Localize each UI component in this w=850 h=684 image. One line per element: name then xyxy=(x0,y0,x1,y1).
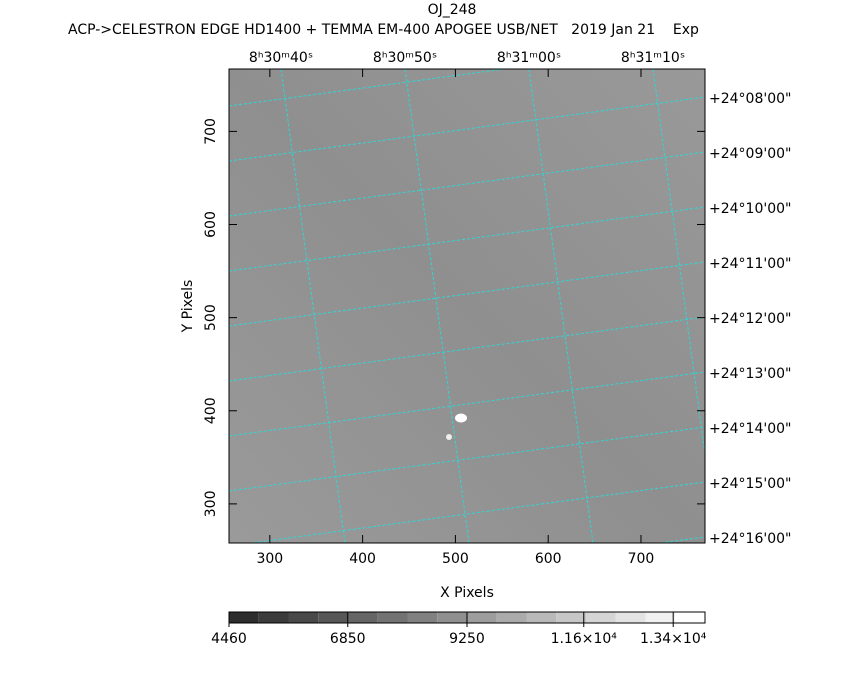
dec-grid-line xyxy=(229,316,705,382)
dec-label: +24°13'00" xyxy=(709,366,791,382)
colorbar-swatch xyxy=(496,612,527,623)
dec-label: +24°12'00" xyxy=(709,311,791,327)
colorbar-swatch xyxy=(467,612,497,623)
dec-grid-line xyxy=(229,261,705,327)
x-axis-label: X Pixels xyxy=(440,585,494,601)
ra-label: 8ʰ30ᵐ50ˢ xyxy=(373,50,437,66)
dec-label: +24°08'00" xyxy=(709,91,791,107)
colorbar-swatch xyxy=(318,612,348,623)
subtitle: ACP->CELESTRON EDGE HD1400 + TEMMA EM-40… xyxy=(68,22,699,38)
colorbar-swatch xyxy=(645,612,676,623)
colorbar: 4460 6850 9250 1.16×10⁴ 1.34×10⁴ xyxy=(211,611,707,647)
y-tick-label: 700 xyxy=(203,118,219,145)
colorbar-swatch xyxy=(586,612,616,623)
dec-grid-line xyxy=(247,481,705,543)
colorbar-swatch xyxy=(377,612,408,623)
colorbar-swatch xyxy=(407,612,438,623)
y-tick-label: 300 xyxy=(203,491,219,518)
dec-grid-line xyxy=(229,151,705,217)
colorbar-swatch xyxy=(675,612,705,623)
colorbar-tick-label: 4460 xyxy=(211,631,247,647)
ra-grid-line xyxy=(777,69,841,543)
colorbar-swatch xyxy=(615,612,646,623)
x-tick-label: 300 xyxy=(256,551,283,567)
dec-label: +24°11'00" xyxy=(709,256,791,272)
x-tick-label: 500 xyxy=(442,551,469,567)
x-tick-label: 700 xyxy=(628,551,655,567)
dec-label: +24°16'00" xyxy=(709,531,791,547)
colorbar-tick-label: 1.16×10⁴ xyxy=(551,631,618,647)
star xyxy=(446,434,452,440)
colorbar-swatch xyxy=(258,612,289,623)
dec-grid-line xyxy=(229,426,705,492)
plot-frame xyxy=(228,68,706,544)
colorbar-tick-label: 9250 xyxy=(449,631,485,647)
colorbar-swatch xyxy=(288,612,319,623)
colorbar-swatch xyxy=(348,612,378,623)
ra-label: 8ʰ31ᵐ00ˢ xyxy=(497,50,561,66)
dec-label: +24°14'00" xyxy=(709,421,791,437)
y-tick-label: 600 xyxy=(203,211,219,238)
dec-grid-line xyxy=(229,69,508,107)
dec-grid-line xyxy=(229,96,705,162)
colorbar-swatch xyxy=(526,612,557,623)
dec-grid-line xyxy=(229,206,705,272)
dec-label: +24°10'00" xyxy=(709,201,791,217)
colorbar-swatch xyxy=(437,612,467,623)
y-tick-label: 400 xyxy=(203,397,219,424)
colorbar-swatch xyxy=(556,612,586,623)
dec-label: +24°15'00" xyxy=(709,476,791,492)
x-tick-label: 600 xyxy=(535,551,562,567)
y-axis-label: Y Pixels xyxy=(180,280,196,334)
colorbar-swatch xyxy=(229,612,259,623)
dec-grid-line xyxy=(229,371,705,437)
sky-image xyxy=(229,69,705,543)
colorbar-tick-label: 6850 xyxy=(330,631,366,647)
chart-title: OJ_248 xyxy=(428,2,477,18)
colorbar-tick-label: 1.34×10⁴ xyxy=(640,631,707,647)
ra-label: 8ʰ31ᵐ10ˢ xyxy=(621,50,685,66)
x-tick-label: 400 xyxy=(349,551,376,567)
coordinate-grid xyxy=(229,69,841,543)
dec-label: +24°09'00" xyxy=(709,146,791,162)
y-tick-label: 500 xyxy=(203,304,219,331)
star xyxy=(455,413,467,423)
ra-label: 8ʰ30ᵐ40ˢ xyxy=(249,50,313,66)
